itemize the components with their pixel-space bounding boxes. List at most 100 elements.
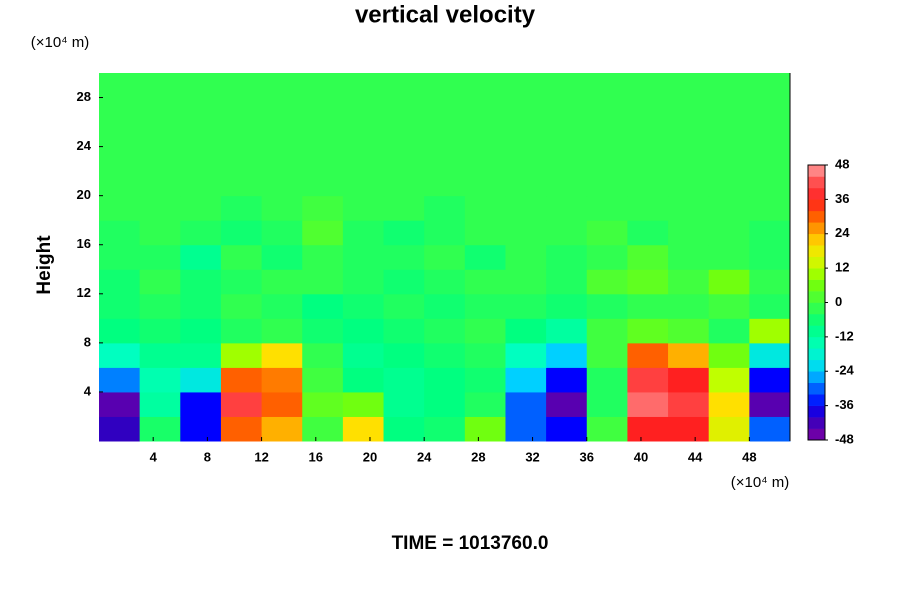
heatmap-cell <box>708 195 750 221</box>
heatmap-cell <box>464 367 506 393</box>
heatmap-cell <box>627 318 669 344</box>
heatmap-cell <box>749 416 791 442</box>
heatmap-cell <box>220 391 263 417</box>
heatmap-cell <box>424 318 466 344</box>
heatmap-cell <box>749 220 791 246</box>
heatmap-cell <box>180 195 222 221</box>
x-tick-label: 44 <box>688 449 703 464</box>
heatmap-cell <box>261 367 303 393</box>
heatmap-cell <box>302 269 344 295</box>
heatmap-cell <box>668 416 710 442</box>
heatmap-cell <box>139 416 181 442</box>
colorbar-tick-label: -36 <box>835 397 854 412</box>
heatmap-cell <box>464 391 506 417</box>
heatmap-cell <box>180 416 222 442</box>
heatmap-cell <box>261 73 303 197</box>
heatmap-cell <box>546 269 588 295</box>
colorbar-band <box>808 199 825 212</box>
heatmap-cell <box>302 195 344 221</box>
colorbar-band <box>808 256 825 269</box>
heatmap-cell <box>464 416 506 442</box>
x-tick-label: 8 <box>204 449 211 464</box>
heatmap-cell <box>668 269 710 295</box>
heatmap-cell <box>627 73 669 197</box>
heatmap-cell <box>505 391 547 417</box>
heatmap-cell <box>139 195 181 221</box>
y-unit: (×10⁴ m) <box>31 34 90 51</box>
heatmap-cell <box>668 391 710 417</box>
colorbar-tick-label: 12 <box>835 260 849 275</box>
heatmap-cell <box>139 318 181 344</box>
heatmap-cell <box>668 73 710 197</box>
colorbar-tick-label: -48 <box>835 431 854 446</box>
heatmap-cell <box>464 318 506 344</box>
heatmap-cell <box>627 416 669 442</box>
colorbar-tick-label: 48 <box>835 156 849 171</box>
heatmap-cell <box>99 391 141 417</box>
heatmap-cell <box>749 269 791 295</box>
heatmap-cell <box>627 342 669 368</box>
y-axis-label: Height <box>34 235 55 295</box>
colorbar-band <box>808 382 825 395</box>
chart-title: vertical velocity <box>355 1 536 28</box>
heatmap-cell <box>627 220 669 246</box>
heatmap-cell <box>586 293 628 319</box>
colorbar-band <box>808 313 825 326</box>
heatmap-cell <box>261 293 303 319</box>
colorbar-tick-label: 0 <box>835 294 842 309</box>
colorbar-tick-label: -12 <box>835 328 854 343</box>
heatmap-cell <box>180 318 222 344</box>
heatmap-cell <box>586 73 628 197</box>
heatmap-cell <box>586 391 628 417</box>
heatmap-cell <box>383 73 425 197</box>
heatmap-cell <box>139 391 181 417</box>
heatmap-cell <box>668 244 710 270</box>
heatmap-cell <box>220 195 263 221</box>
heatmap-cell <box>546 367 588 393</box>
heatmap-cell <box>302 342 344 368</box>
heatmap-cell <box>464 220 506 246</box>
heatmap-cell <box>464 73 506 197</box>
heatmap-cell <box>342 293 385 319</box>
heatmap-cell <box>383 391 425 417</box>
heatmap-cell <box>261 318 303 344</box>
heatmap-cell <box>302 391 344 417</box>
heatmap-cell <box>424 220 466 246</box>
y-tick-label: 4 <box>84 383 92 398</box>
heatmap-cell <box>99 318 141 344</box>
colorbar-band <box>808 428 825 441</box>
heatmap-cell <box>180 244 222 270</box>
colorbar-band <box>808 279 825 292</box>
colorbar-band <box>808 291 825 303</box>
heatmap-cell <box>749 342 791 368</box>
heatmap-cell <box>220 367 263 393</box>
heatmap-cell <box>261 416 303 442</box>
heatmap-cell <box>302 367 344 393</box>
heatmap-cell <box>627 293 669 319</box>
heatmap-cell <box>180 269 222 295</box>
heatmap-cell <box>342 416 385 442</box>
heatmap-cell <box>99 244 141 270</box>
x-tick-label: 28 <box>471 449 485 464</box>
heatmap-cell <box>627 269 669 295</box>
heatmap-cell <box>505 293 547 319</box>
heatmap-cell <box>708 318 750 344</box>
x-tick-label: 16 <box>309 449 323 464</box>
heatmap-cell <box>342 342 385 368</box>
heatmap-cell <box>708 293 750 319</box>
heatmap-cell <box>99 342 141 368</box>
heatmap-cell <box>708 220 750 246</box>
heatmap-cell <box>424 416 466 442</box>
heatmap-cell <box>180 342 222 368</box>
x-unit: (×10⁴ m) <box>731 474 790 491</box>
heatmap-cell <box>708 342 750 368</box>
colorbar-band <box>808 348 825 361</box>
heatmap-cell <box>139 269 181 295</box>
heatmap-cell <box>749 244 791 270</box>
colorbar-band <box>808 359 825 372</box>
heatmap-cell <box>302 318 344 344</box>
colorbar-tick-label: 36 <box>835 191 849 206</box>
heatmap-cell <box>749 391 791 417</box>
heatmap-cell <box>708 416 750 442</box>
